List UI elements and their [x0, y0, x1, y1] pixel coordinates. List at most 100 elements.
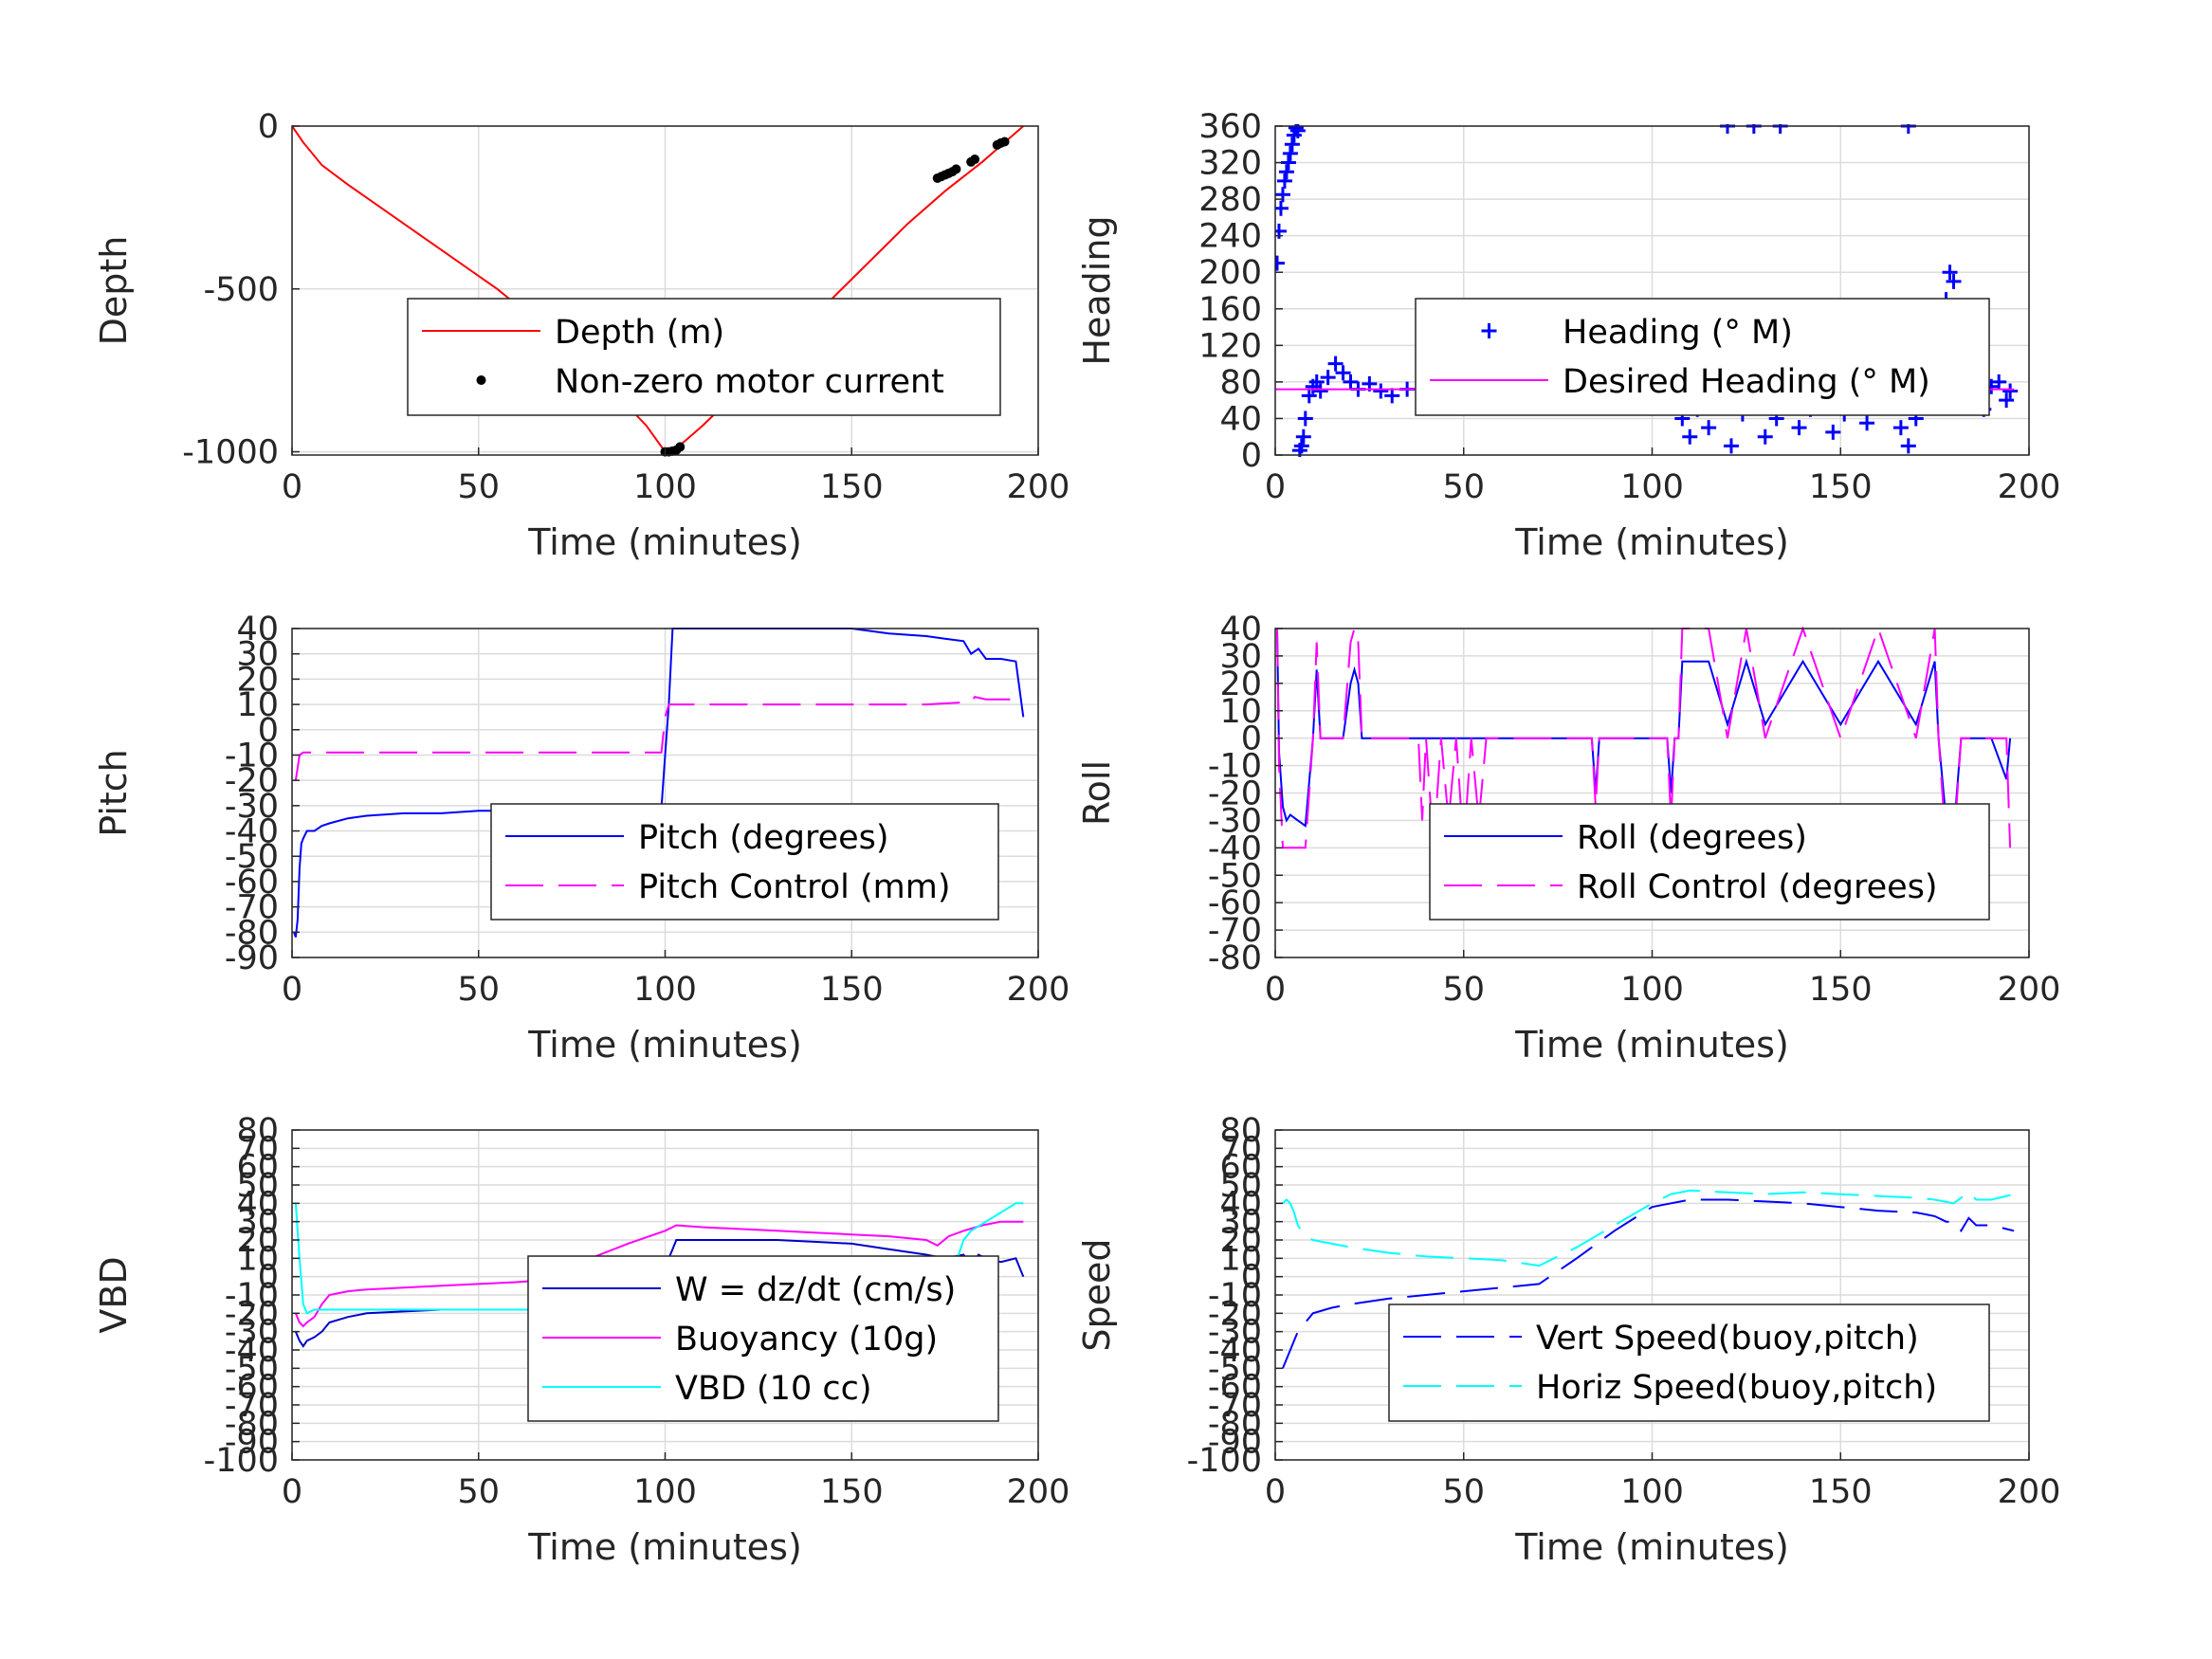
- legend-label: Roll (degrees): [1577, 819, 1807, 857]
- x-axis-label: Time (minutes): [527, 521, 802, 563]
- legend-label: Non-zero motor current: [555, 363, 944, 401]
- y-tick-label: -20: [1208, 1295, 1262, 1333]
- y-tick-label: 50: [1219, 1167, 1262, 1205]
- x-tick-label: 100: [1620, 971, 1684, 1009]
- x-tick-label: 150: [1809, 971, 1873, 1009]
- x-tick-label: 100: [633, 971, 697, 1009]
- y-axis-label: Pitch: [93, 749, 135, 837]
- chart-4: 0 50 100 150 20080706050403020100-10-20-30-4…: [93, 1112, 1069, 1568]
- y-tick-label: -50: [225, 1350, 279, 1388]
- data-point: [1284, 137, 1300, 153]
- data-point: [999, 137, 1010, 147]
- data-point: [1276, 173, 1292, 189]
- x-tick-label: 50: [457, 468, 500, 506]
- data-point: [1682, 428, 1698, 445]
- series-group: [1276, 627, 2012, 849]
- x-tick-label: 150: [1809, 468, 1873, 506]
- x-tick-label: 0: [282, 971, 302, 1009]
- series-line-0: [293, 628, 1025, 938]
- x-tick-label: 100: [633, 468, 697, 506]
- data-point: [951, 164, 961, 174]
- y-tick-label: 20: [236, 661, 279, 699]
- y-tick-label: 0: [1241, 720, 1262, 758]
- series-line-1: [1282, 1189, 2015, 1267]
- legend-box: [1415, 298, 1990, 416]
- data-point: [1757, 428, 1773, 445]
- legend-swatch: [1481, 323, 1497, 338]
- y-tick-label: 30: [236, 636, 279, 674]
- data-point: [1942, 264, 1958, 281]
- y-tick-label: 70: [236, 1130, 279, 1168]
- y-tick-label: -90: [225, 939, 279, 977]
- y-tick-label: -40: [1208, 1332, 1262, 1370]
- y-tick-label: 20: [1219, 1222, 1262, 1260]
- y-tick-label: 60: [1219, 1149, 1262, 1187]
- y-tick-label: 20: [236, 1222, 279, 1260]
- y-tick-label: -40: [1208, 830, 1262, 867]
- data-point: [1297, 410, 1313, 427]
- x-tick-label: 0: [282, 1473, 302, 1511]
- y-tick-label: 10: [236, 686, 279, 724]
- data-point: [1275, 255, 1285, 271]
- legend-label: Heading (° M): [1563, 314, 1793, 352]
- legend-box: [490, 803, 999, 921]
- data-point: [1278, 164, 1294, 180]
- y-tick-label: -60: [1208, 1369, 1262, 1407]
- data-point: [1293, 438, 1309, 454]
- series-line-0: [1282, 1198, 2015, 1369]
- y-tick-label: 0: [1241, 1259, 1262, 1297]
- data-point: [1312, 383, 1328, 399]
- y-tick-label: 10: [236, 1240, 279, 1278]
- x-tick-label: 0: [1265, 971, 1286, 1009]
- series-line-1: [294, 695, 1013, 781]
- chart-3: 0 50 100 150 200403020100-10-20-30-40-50-60-…: [1076, 611, 2060, 1066]
- x-tick-label: 0: [282, 468, 302, 506]
- y-tick-label: 80: [1219, 1112, 1262, 1150]
- x-tick-label: 150: [1809, 1473, 1873, 1511]
- y-tick-label: -30: [1208, 802, 1262, 840]
- y-tick-label: -50: [1208, 1350, 1262, 1388]
- y-tick-label: 10: [1219, 693, 1262, 731]
- y-tick-label: 80: [236, 1112, 279, 1150]
- legend-label: Roll Control (degrees): [1577, 868, 1938, 906]
- y-tick-label: -80: [1208, 1405, 1262, 1443]
- legend: W = dz/dt (cm/s) Buoyancy (10g) VBD (10 cc…: [527, 1255, 999, 1422]
- y-tick-label: 70: [1219, 1130, 1262, 1168]
- legend-box: [1429, 803, 1990, 921]
- legend: Vert Speed(buoy,pitch) Horiz Speed(buoy,p…: [1388, 1304, 1990, 1422]
- legend-label: Horiz Speed(buoy,pitch): [1536, 1369, 1937, 1407]
- y-tick-label: 60: [236, 1149, 279, 1187]
- legend: Heading (° M) Desired Heading (° M): [1415, 298, 1990, 416]
- data-point: [1295, 428, 1311, 445]
- y-tick-label: -40: [225, 1332, 279, 1370]
- y-tick-label: 50: [236, 1167, 279, 1205]
- chart-0: 0 50 100 150 200 0 -500 -1000 Time (minutes) Dept…: [93, 108, 1069, 563]
- data-point: [1282, 145, 1298, 161]
- legend-swatch: [476, 375, 486, 385]
- y-tick-label: -60: [225, 864, 279, 902]
- data-point: [1288, 124, 1304, 136]
- x-tick-label: 50: [457, 971, 500, 1009]
- series-group: [293, 628, 1025, 938]
- y-tick-label: 0: [258, 1259, 279, 1297]
- y-tick-label: -60: [225, 1369, 279, 1407]
- y-tick-label: -10: [225, 737, 279, 775]
- data-point: [1320, 370, 1336, 386]
- series-line-1: [1276, 627, 2012, 849]
- y-tick-label: -40: [225, 813, 279, 851]
- x-tick-label: 50: [1442, 468, 1485, 506]
- data-point: [1825, 424, 1841, 440]
- y-tick-label: -30: [225, 1314, 279, 1352]
- data-point: [1900, 438, 1916, 454]
- y-tick-label: 200: [1198, 254, 1262, 292]
- series-group: [1282, 1189, 2015, 1369]
- x-tick-label: 200: [1998, 1473, 2061, 1511]
- chart-2: 0 50 100 150 200403020100-10-20-30-40-50-60-…: [93, 611, 1069, 1066]
- y-tick-label: 30: [1219, 638, 1262, 676]
- x-tick-label: 0: [1265, 1473, 1286, 1511]
- y-tick-label: 160: [1198, 291, 1262, 329]
- legend-label: Buoyancy (10g): [675, 1321, 938, 1358]
- y-tick-label: 280: [1198, 181, 1262, 219]
- legend: Roll (degrees) Roll Control (degrees): [1429, 803, 1990, 921]
